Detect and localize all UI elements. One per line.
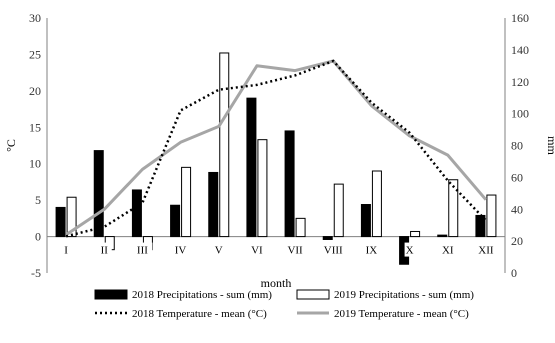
y-right-tick-label: 80: [511, 139, 523, 153]
bar: [208, 171, 219, 238]
y-right-tick-label: 100: [511, 107, 529, 121]
y-right-tick-label: 140: [511, 43, 529, 57]
category-label-bg: [404, 242, 415, 257]
category-label: IV: [175, 245, 187, 257]
y-right-tick-label: 20: [511, 234, 523, 248]
category-label: XII: [478, 245, 494, 257]
legend: 2018 Precipitations - sum (mm) 2019 Preci…: [94, 289, 474, 320]
legend-label: 2018 Temperature - mean (°C): [132, 308, 267, 320]
category-label-bg: [61, 242, 72, 257]
y-axis-right-label: mm: [545, 136, 555, 155]
category-label: IX: [366, 245, 378, 257]
legend-swatch: [94, 289, 128, 300]
legend-label: 2019 Temperature - mean (°C): [334, 308, 469, 320]
y-left-tick-label: 0: [35, 230, 41, 244]
bar: [246, 97, 257, 238]
bar: [448, 179, 459, 238]
bar: [322, 236, 333, 240]
bar: [295, 217, 306, 238]
category-label: VII: [287, 245, 303, 257]
legend-swatch: [296, 289, 330, 300]
category-label-bg: [96, 242, 112, 257]
category-label: III: [137, 245, 148, 257]
bar: [475, 214, 486, 238]
bar: [170, 204, 181, 238]
y-right-tick-label: 0: [511, 266, 517, 280]
y-axis-left-label: °C: [4, 139, 18, 152]
category-label-bg: [285, 242, 306, 257]
y-right-tick-label: 120: [511, 75, 529, 89]
y-left-tick-label: 25: [29, 47, 41, 61]
category-label-bg: [320, 242, 346, 257]
y-left-tick-label: 5: [35, 193, 41, 207]
category-label: XI: [442, 245, 454, 257]
legend-label: 2018 Precipitations - sum (mm): [132, 289, 272, 301]
category-label: X: [406, 245, 414, 257]
bar: [257, 139, 268, 238]
bar: [66, 196, 77, 238]
y-left-tick-label: 15: [29, 120, 41, 134]
category-label: VIII: [324, 245, 343, 257]
y-left-tick-label: 30: [29, 11, 41, 25]
category-label-bg: [249, 242, 265, 257]
series-line-2018-temperature: [65, 59, 487, 238]
y-right-tick-label: 160: [511, 11, 529, 25]
bar: [437, 234, 448, 238]
category-label: VI: [251, 245, 263, 257]
bar: [131, 189, 142, 238]
category-label-bg: [363, 242, 379, 257]
bar: [486, 194, 497, 238]
category-label-bg: [173, 242, 189, 257]
bar: [181, 166, 192, 238]
y-right-tick-label: 40: [511, 202, 523, 216]
x-axis-label: month: [261, 276, 292, 290]
y-left-tick-label: 20: [29, 84, 41, 98]
category-label-bg: [440, 242, 456, 257]
bar: [333, 183, 344, 238]
y-left-tick-label: -5: [31, 266, 41, 280]
bar: [219, 52, 230, 238]
category-label: II: [101, 245, 109, 257]
category-label: V: [215, 245, 223, 257]
bar: [371, 170, 382, 238]
y-right-tick-label: 60: [511, 170, 523, 184]
category-label: I: [64, 245, 68, 257]
category-label-bg: [132, 242, 153, 257]
bar: [360, 204, 371, 238]
y-left-tick-label: 10: [29, 157, 41, 171]
category-label-bg: [475, 242, 496, 257]
bar: [284, 130, 295, 238]
bar: [55, 206, 66, 238]
bar: [93, 150, 104, 238]
bar: [410, 230, 421, 238]
category-label-bg: [213, 242, 224, 257]
legend-label: 2019 Precipitations - sum (mm): [334, 289, 474, 301]
